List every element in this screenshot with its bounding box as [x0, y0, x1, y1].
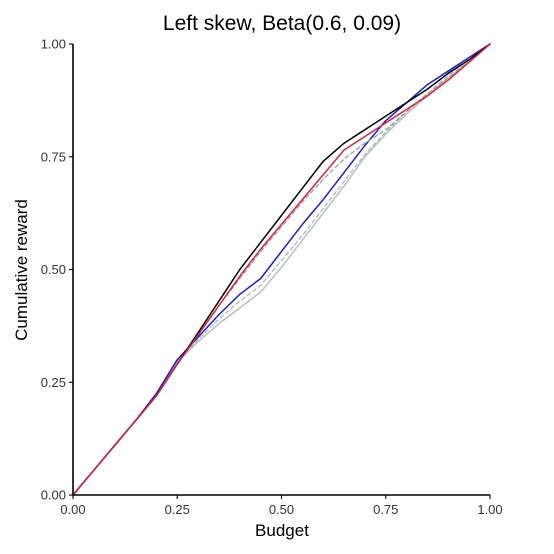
series-line-1	[72, 43, 491, 496]
x-tick-label: 0.75	[373, 502, 398, 517]
x-tick-label: 0.50	[269, 502, 294, 517]
series-layer	[72, 43, 491, 496]
series-line-6	[72, 43, 491, 496]
x-axis-title: Budget	[255, 521, 309, 540]
series-line-2	[72, 43, 491, 496]
x-tick-label: 0.00	[60, 502, 85, 517]
x-tick-label: 1.00	[477, 502, 502, 517]
y-tick-label: 0.50	[41, 262, 66, 277]
series-line-3	[72, 43, 491, 496]
ticks-layer: 0.00 0.25 0.50 0.75 1.00 0.00 0.25 0.50 0.75 1.00	[41, 37, 503, 518]
x-tick-label: 0.25	[165, 502, 190, 517]
y-tick-label: 0.00	[41, 488, 66, 503]
series-line-4	[72, 43, 491, 496]
series-line-5	[72, 43, 491, 496]
y-tick-label: 0.25	[41, 375, 66, 390]
y-axis-title: Cumulative reward	[12, 199, 31, 341]
y-tick-label: 0.75	[41, 149, 66, 164]
y-tick-label: 1.00	[41, 37, 66, 52]
chart-title: Left skew, Beta(0.6, 0.09)	[163, 12, 401, 35]
